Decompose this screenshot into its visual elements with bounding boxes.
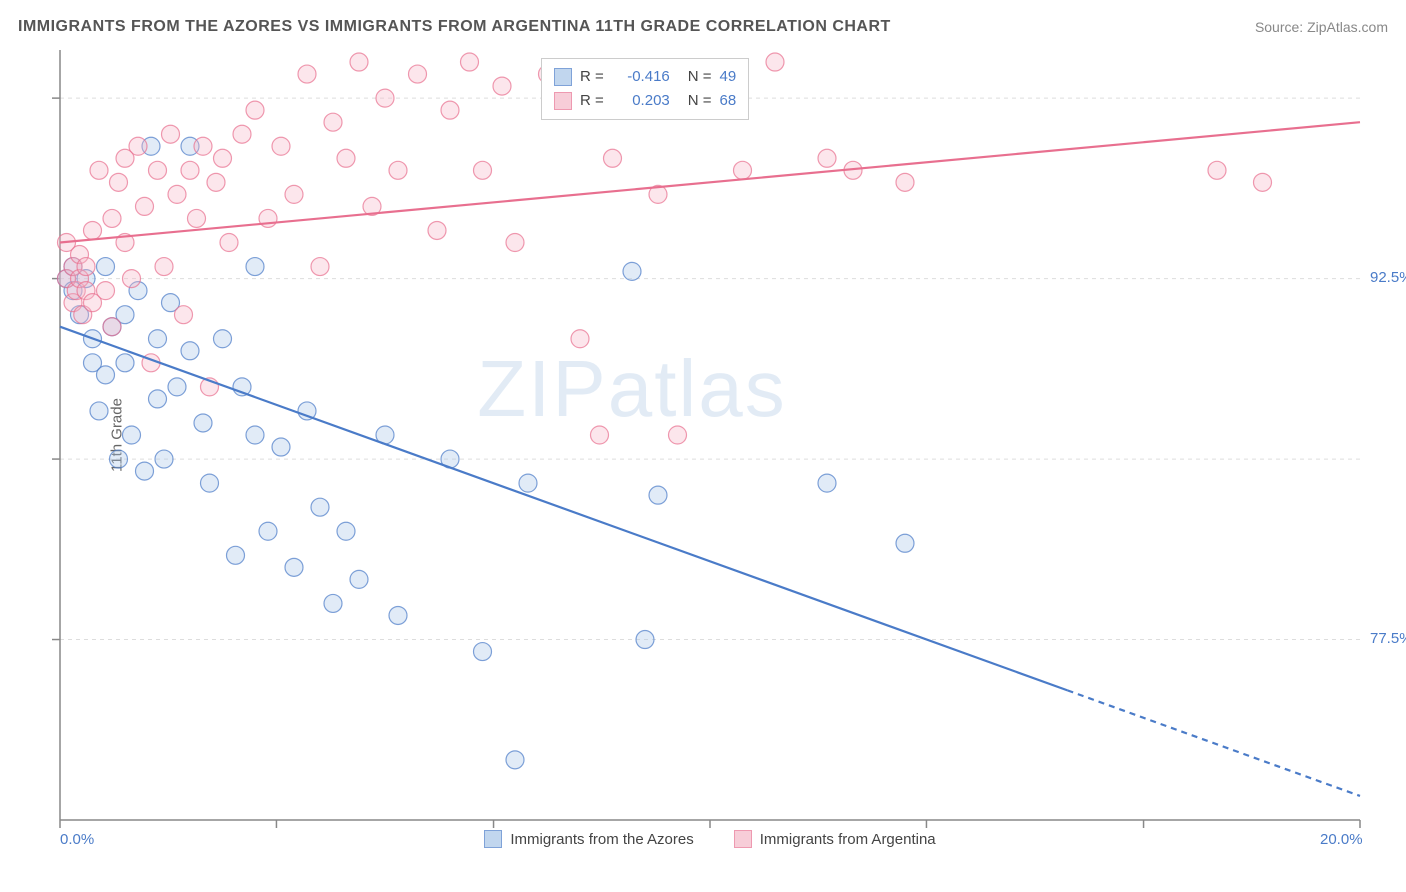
y-tick-label: 77.5% — [1370, 630, 1406, 647]
legend-n-label: N = — [688, 89, 712, 113]
legend-label: Immigrants from Argentina — [760, 831, 936, 848]
legend-row-argentina: R = 0.203 N = 68 — [554, 89, 736, 113]
legend-n-label: N = — [688, 65, 712, 89]
legend-r-label: R = — [580, 65, 604, 89]
legend-r-value: -0.416 — [612, 65, 670, 89]
legend-correlation: R = -0.416 N = 49 R = 0.203 N = 68 — [541, 58, 749, 120]
chart-title: IMMIGRANTS FROM THE AZORES VS IMMIGRANTS… — [18, 18, 891, 36]
legend-swatch — [554, 92, 572, 110]
legend-item-argentina: Immigrants from Argentina — [734, 830, 936, 848]
legend-n-value: 49 — [720, 65, 737, 89]
legend-n-value: 68 — [720, 89, 737, 113]
legend-r-label: R = — [580, 89, 604, 113]
y-tick-label: 92.5% — [1370, 269, 1406, 286]
legend-label: Immigrants from the Azores — [510, 831, 693, 848]
chart-svg — [60, 50, 1360, 820]
legend-row-azores: R = -0.416 N = 49 — [554, 65, 736, 89]
plot-area: 11th Grade ZIPatlas 77.5%92.5% 0.0%20.0%… — [60, 50, 1360, 820]
legend-item-azores: Immigrants from the Azores — [484, 830, 693, 848]
legend-swatch — [484, 830, 502, 848]
legend-series: Immigrants from the Azores Immigrants fro… — [60, 830, 1360, 848]
legend-swatch — [734, 830, 752, 848]
source-label: Source: ZipAtlas.com — [1255, 19, 1388, 35]
legend-r-value: 0.203 — [612, 89, 670, 113]
legend-swatch — [554, 68, 572, 86]
